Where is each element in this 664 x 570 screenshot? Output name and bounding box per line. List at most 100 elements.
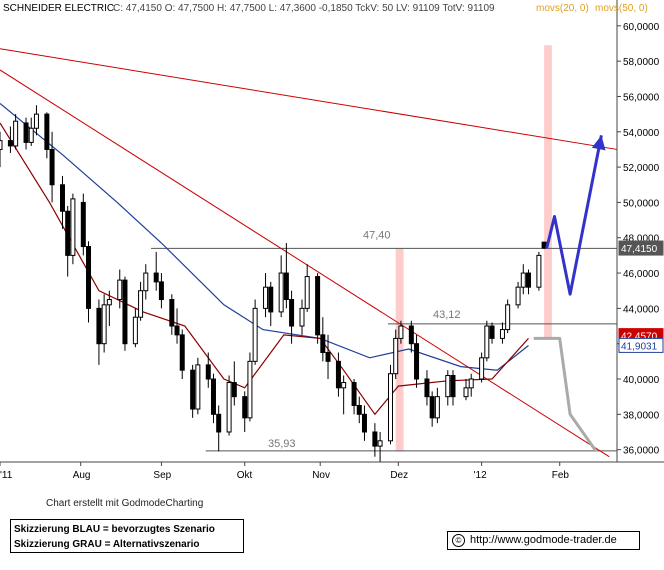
highlight-zone-0 (395, 248, 404, 452)
y-tick-label-8: 52,0000 (623, 163, 660, 174)
candle-body-66 (484, 325, 490, 359)
candle-body-70 (515, 286, 521, 306)
candle-body-15 (106, 299, 112, 306)
candle-body-62 (450, 374, 456, 398)
candle-body-32 (231, 382, 237, 398)
x-tick-label-6: '12 (474, 470, 487, 481)
candle-body-73 (536, 254, 542, 288)
candle-body-52 (377, 440, 383, 447)
candle-body-69 (505, 304, 511, 331)
x-tick-label-4: Nov (312, 470, 330, 481)
header-quote: C: 47,4150 O: 47,7500 H: 47,7500 L: 47,3… (113, 3, 495, 14)
candle-body-36 (263, 286, 269, 309)
x-tick-label-5: Dez (390, 470, 408, 481)
candle-body-65 (479, 357, 485, 380)
ma20-value-label: 42,4570 (621, 332, 658, 343)
candle-body-51 (372, 431, 378, 447)
candle-body-18 (132, 316, 138, 345)
y-tick-label-11: 58,0000 (623, 57, 660, 68)
candle-body-23 (169, 299, 175, 327)
candle-body-3 (23, 122, 29, 143)
gray-scenario-line (533, 336, 598, 453)
y-tick-label-1: 38,0000 (623, 410, 660, 421)
level-label-1: 43,12 (433, 309, 461, 321)
candle-body-60 (434, 396, 440, 419)
candle-body-44 (320, 334, 326, 354)
candle-body-71 (520, 272, 526, 288)
header-symbol: SCHNEIDER ELECTRIC (3, 3, 114, 14)
y-tick-label-5: 46,0000 (623, 269, 660, 280)
trendline-1 (0, 69, 610, 458)
candle-body-35 (252, 307, 258, 362)
y-tick-label-10: 56,0000 (623, 92, 660, 103)
candle-body-50 (361, 413, 367, 433)
source-url[interactable]: © http://www.godmode-trader.de (447, 531, 640, 550)
header-ma2: movs(50, 0) (595, 3, 648, 14)
candle-body-67 (489, 325, 495, 339)
candle-body-57 (414, 343, 420, 380)
last-price-box (618, 240, 664, 256)
candle-body-2 (13, 120, 19, 147)
chart-background (0, 0, 664, 495)
candle-body-40 (289, 299, 295, 327)
candle-body-21 (153, 272, 159, 283)
chart-credit: Chart erstellt mit GodmodeCharting (46, 498, 204, 509)
candle-body-0 (0, 140, 3, 150)
candle-body-42 (304, 276, 310, 309)
candle-body-20 (143, 272, 149, 292)
y-tick-label-4: 44,0000 (623, 304, 660, 315)
candle-body-27 (195, 364, 201, 410)
candle-body-37 (268, 286, 274, 313)
candle-body-30 (216, 413, 222, 433)
scenario-sketches (533, 135, 606, 453)
candle-body-39 (283, 272, 289, 301)
blue-scenario-line (545, 135, 603, 296)
candle-body-63 (463, 387, 469, 398)
trendlines (0, 48, 618, 458)
level-label-2: 35,93 (268, 438, 296, 450)
legend-gray: Skizzierung GRAU = Alternativszenario (14, 539, 200, 550)
candle-body-24 (174, 325, 180, 336)
candle-body-16 (117, 279, 123, 301)
candle-body-1 (7, 140, 13, 147)
candle-body-10 (70, 198, 76, 256)
candle-body-5 (33, 113, 39, 129)
candle-body-9 (65, 210, 71, 256)
ma20-line (0, 122, 529, 416)
legend-blue: Skizzierung BLAU = bevorzugtes Szenario (14, 524, 215, 535)
ma50-value-label: 41,9031 (621, 341, 658, 352)
candle-body-28 (205, 364, 211, 380)
candle-body-72 (525, 272, 531, 288)
candle-body-26 (190, 369, 196, 410)
candle-body-12 (86, 246, 92, 309)
axes: 36,000038,000040,000042,000044,000046,00… (0, 0, 664, 481)
candle-body-38 (278, 272, 284, 313)
x-tick-label-3: Okt (237, 470, 253, 481)
candle-body-4 (28, 127, 34, 143)
copyright-icon: © (452, 533, 465, 547)
candle-body-49 (356, 404, 362, 415)
candle-body-7 (49, 148, 55, 186)
candle-body-54 (393, 337, 399, 375)
candle-body-13 (96, 307, 102, 345)
highlight-zones (395, 45, 552, 452)
candle-body-59 (429, 396, 435, 419)
candle-body-22 (158, 281, 164, 301)
candle-body-55 (398, 325, 404, 339)
last-price-label: 47,4150 (621, 244, 658, 255)
candle-body-41 (299, 307, 305, 327)
candle-body-31 (226, 382, 232, 433)
highlight-zone-1 (544, 45, 552, 339)
candle-body-68 (499, 329, 505, 339)
candle-body-6 (44, 113, 50, 150)
candle-body-48 (351, 382, 357, 406)
candle-body-33 (242, 396, 248, 419)
candle-body-8 (59, 184, 65, 212)
candle-body-11 (80, 201, 86, 248)
x-tick-label-0: '11 (0, 470, 13, 481)
candle-body-25 (179, 334, 185, 371)
candle-body-56 (408, 325, 414, 345)
y-tick-label-9: 54,0000 (623, 128, 660, 139)
y-tick-label-0: 36,0000 (623, 446, 660, 457)
candle-body-17 (122, 279, 128, 345)
